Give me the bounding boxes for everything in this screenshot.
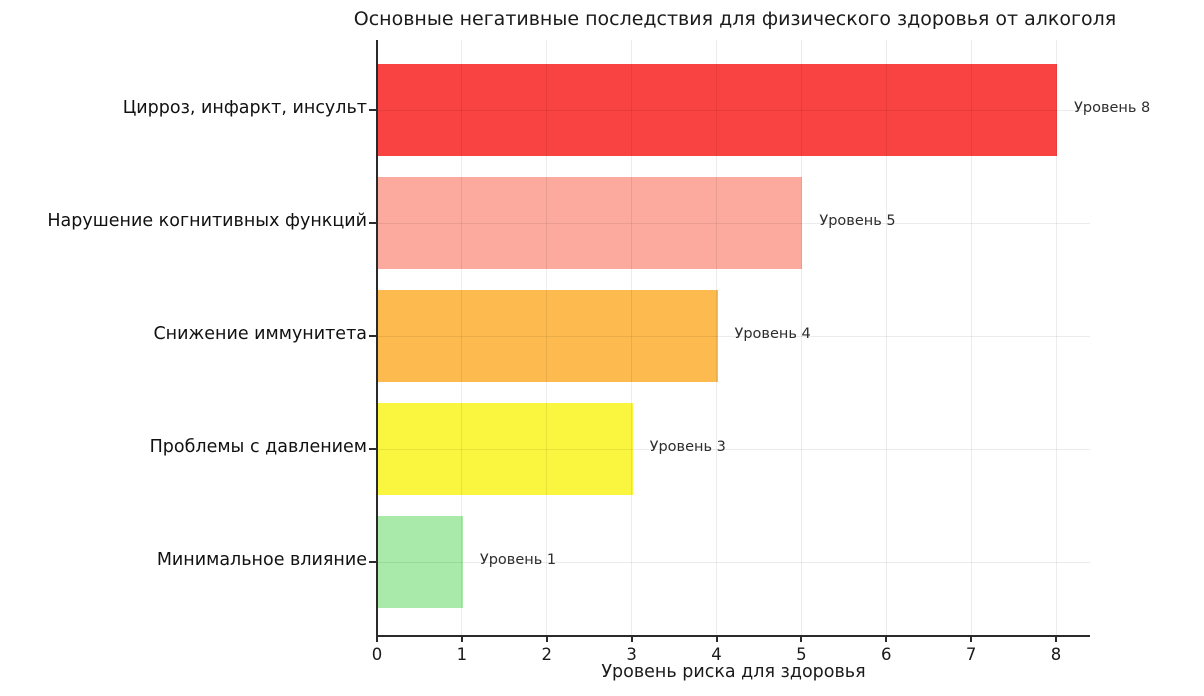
y-tick-mark bbox=[369, 335, 377, 337]
y-axis-spine bbox=[376, 40, 378, 637]
x-tick-label: 6 bbox=[881, 645, 892, 664]
vertical-gridline bbox=[800, 40, 802, 635]
x-tick-mark bbox=[460, 636, 463, 642]
bar bbox=[378, 516, 463, 608]
bar bbox=[378, 403, 633, 495]
vertical-gridline bbox=[631, 40, 633, 635]
x-tick-label: 8 bbox=[1050, 645, 1062, 664]
horizontal-gridline bbox=[377, 448, 1090, 450]
horizontal-gridline bbox=[377, 109, 1090, 111]
category-label: Снижение иммунитета bbox=[153, 324, 367, 344]
vertical-gridline bbox=[1055, 40, 1057, 635]
vertical-gridline bbox=[885, 40, 887, 635]
bar-value-label: Уровень 1 bbox=[479, 552, 557, 568]
y-tick-mark bbox=[369, 561, 377, 563]
bar bbox=[378, 64, 1058, 156]
bar-value-label: Уровень 3 bbox=[649, 439, 726, 455]
vertical-gridline bbox=[546, 40, 548, 635]
x-tick-mark bbox=[885, 636, 888, 642]
bar-value-label: Уровень 8 bbox=[1074, 100, 1151, 116]
horizontal-gridline bbox=[377, 335, 1090, 337]
category-label: Минимальное влияние bbox=[156, 550, 367, 570]
vertical-gridline bbox=[461, 40, 463, 635]
horizontal-gridline bbox=[377, 222, 1090, 224]
vertical-gridline bbox=[970, 40, 972, 635]
x-tick-label: 4 bbox=[711, 645, 722, 664]
x-axis-spine bbox=[376, 635, 1090, 637]
x-tick-label: 3 bbox=[626, 645, 637, 664]
x-tick-mark bbox=[715, 636, 718, 642]
chart-title: Основные негативные последствия для физи… bbox=[353, 8, 1117, 30]
y-tick-mark bbox=[369, 222, 377, 224]
x-tick-mark bbox=[970, 636, 973, 642]
category-label: Проблемы с давлением bbox=[149, 437, 367, 457]
y-tick-mark bbox=[369, 448, 377, 450]
category-label: Цирроз, инфаркт, инсульт bbox=[122, 98, 367, 118]
x-tick-label: 5 bbox=[796, 645, 807, 664]
x-tick-label: 2 bbox=[541, 645, 553, 664]
horizontal-gridline bbox=[377, 561, 1090, 563]
x-tick-mark bbox=[630, 636, 633, 642]
x-tick-mark bbox=[376, 636, 378, 642]
y-tick-mark bbox=[369, 109, 377, 111]
x-tick-mark bbox=[1055, 636, 1058, 642]
x-tick-label: 1 bbox=[456, 645, 468, 664]
bar-value-label: Уровень 5 bbox=[819, 213, 896, 229]
vertical-gridline bbox=[716, 40, 718, 635]
bar bbox=[378, 290, 718, 382]
x-tick-label: 7 bbox=[965, 645, 977, 664]
x-tick-label: 0 bbox=[371, 645, 383, 664]
bar-value-label: Уровень 4 bbox=[734, 326, 811, 342]
x-axis-label: Уровень риска для здоровья bbox=[601, 662, 866, 682]
x-tick-mark bbox=[545, 636, 548, 642]
category-label: Нарушение когнитивных функций bbox=[47, 211, 367, 231]
x-tick-mark bbox=[800, 636, 803, 642]
bar bbox=[378, 177, 803, 269]
